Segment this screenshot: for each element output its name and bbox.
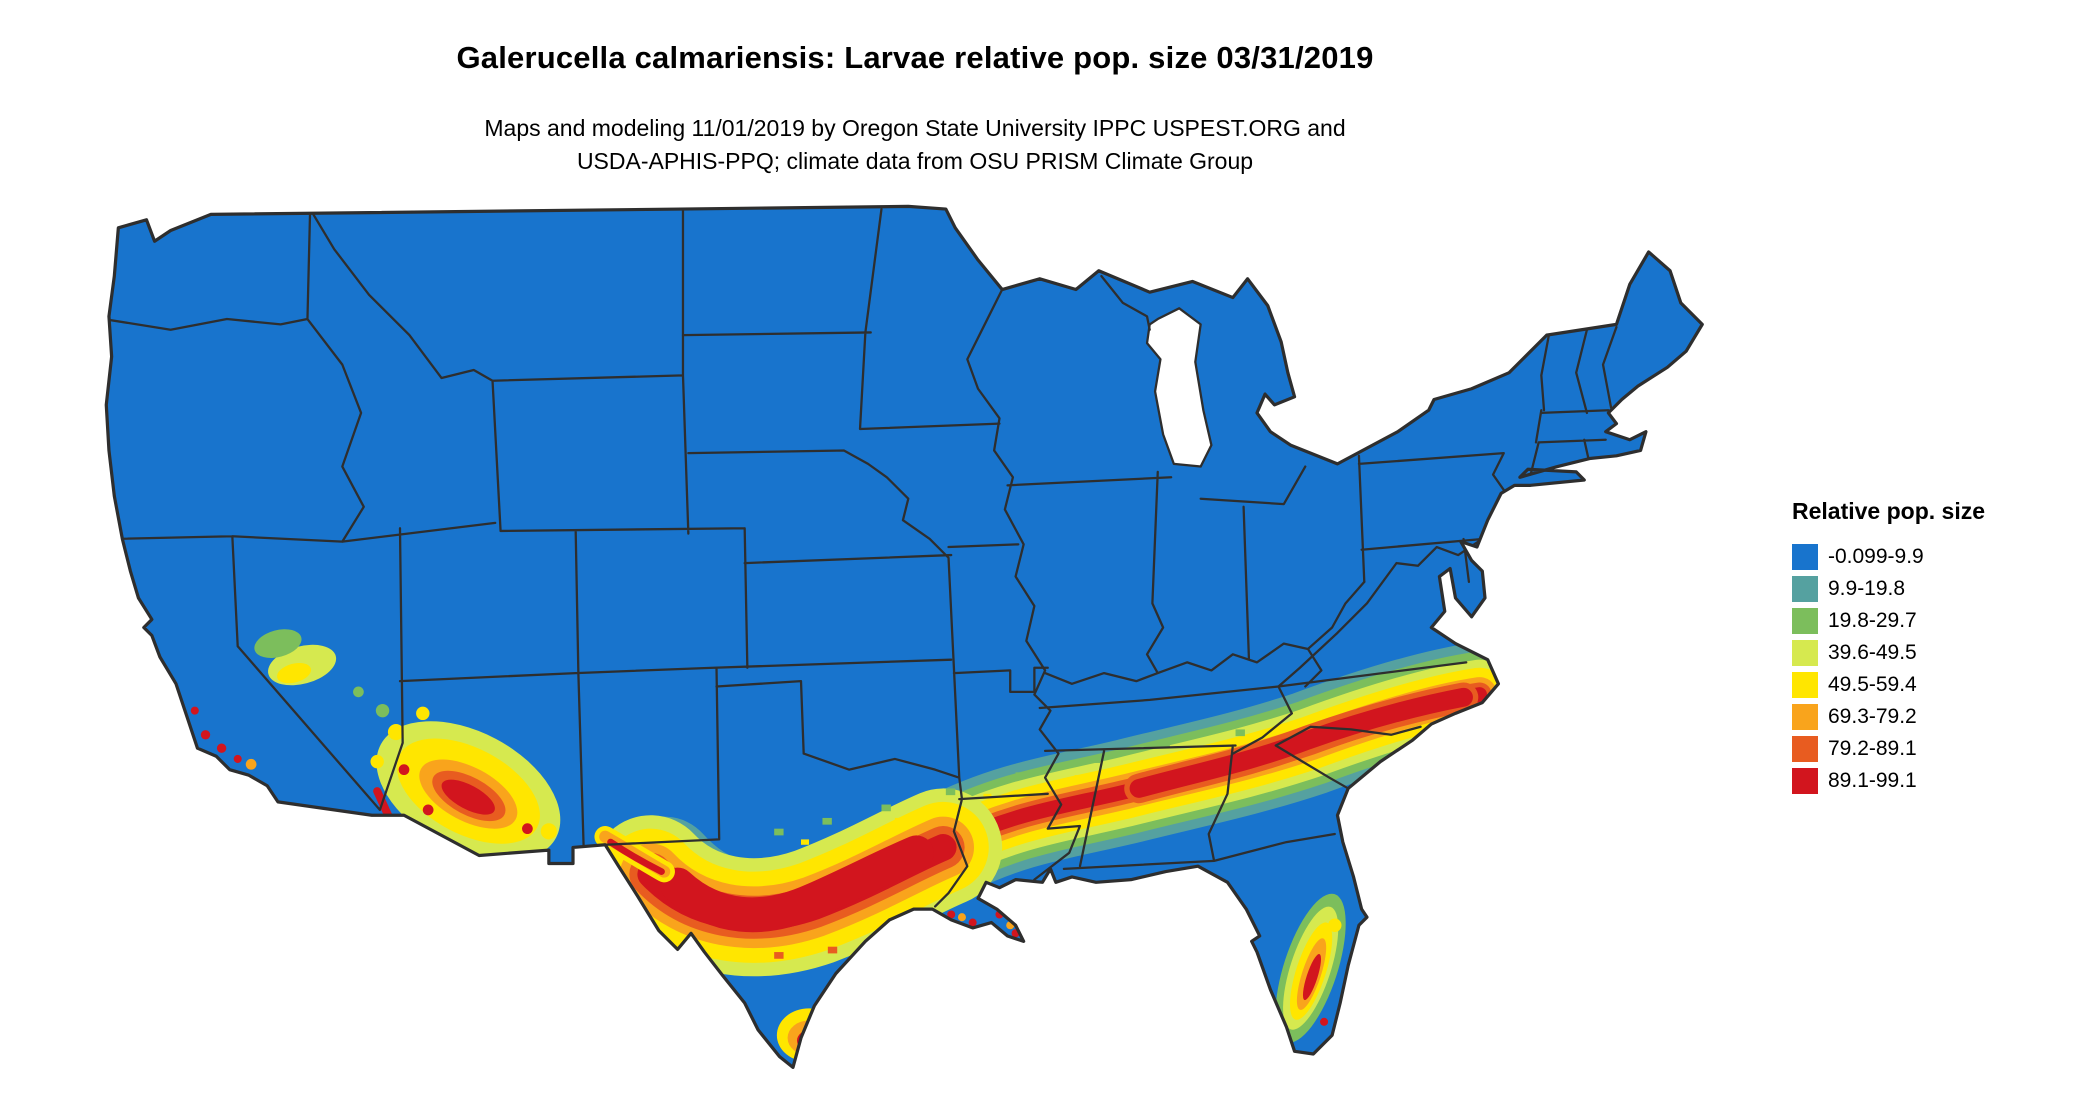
subtitle-line-2: USDA-APHIS-PPQ; climate data from OSU PR…	[576, 148, 1254, 175]
legend-swatch-green	[1792, 608, 1818, 634]
us-map	[76, 201, 1754, 1113]
state-borders-west	[106, 206, 953, 852]
population-band	[591, 642, 1532, 977]
legend-swatch-teal	[1792, 576, 1818, 602]
legend-item: 19.8-29.7	[1792, 605, 2092, 637]
state-borders-midwest	[966, 274, 1366, 881]
lake-michigan	[1145, 307, 1213, 468]
map-legend: Relative pop. size -0.099-9.9 9.9-19.8 1…	[1792, 498, 2092, 797]
us-map-svg	[104, 204, 1704, 1070]
legend-item: 49.5-59.4	[1792, 669, 2092, 701]
subtitle-line-1: Maps and modeling 11/01/2019 by Oregon S…	[484, 115, 1346, 141]
state-borders-plains	[681, 207, 1049, 908]
legend-item: -0.099-9.9	[1792, 541, 2092, 573]
legend-swatch-orange	[1792, 704, 1818, 730]
map-fill-layer	[106, 206, 1703, 1068]
california-patches	[190, 629, 337, 770]
arizona-patches	[376, 721, 561, 862]
legend-swatch-blue	[1792, 544, 1818, 570]
legend-title: Relative pop. size	[1792, 498, 1986, 524]
legend-swatch-red	[1792, 768, 1818, 794]
legend-swatch-yellowgreen	[1792, 640, 1818, 666]
legend-swatch-orangered	[1792, 736, 1818, 762]
legend-item: 69.3-79.2	[1792, 701, 2092, 733]
florida-patch	[1275, 893, 1346, 1043]
legend-item: 79.2-89.1	[1792, 733, 2092, 765]
map-subtitle: Maps and modeling 11/01/2019 by Oregon S…	[0, 112, 1830, 179]
legend-swatch-yellow	[1792, 672, 1818, 698]
page-title: Galerucella calmariensis: Larvae relativ…	[456, 40, 1374, 75]
legend-item: 89.1-99.1	[1792, 765, 2092, 797]
legend-item: 39.6-49.5	[1792, 637, 2092, 669]
legend-item: 9.9-19.8	[1792, 573, 2092, 605]
